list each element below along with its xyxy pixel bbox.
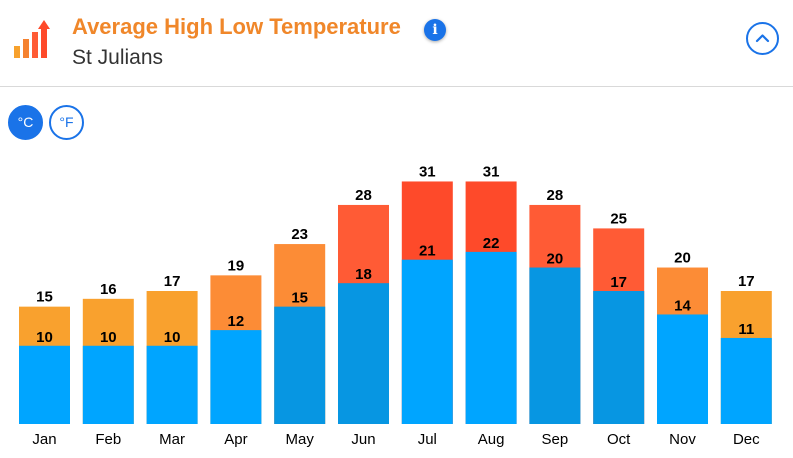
low-value-label: 11 [738,321,754,338]
high-value-label: 20 [674,250,691,267]
fahrenheit-toggle[interactable]: °F [49,105,84,140]
high-value-label: 31 [419,163,436,180]
high-value-label: 15 [36,289,53,306]
month-tick-label: Oct [607,431,631,448]
low-bar [146,345,198,424]
month-tick-label: Jul [418,431,437,448]
low-bar [19,345,70,424]
high-value-label: 16 [100,281,117,298]
low-bar [720,337,772,424]
low-value-label: 10 [164,329,181,346]
temperature-bars-icon [14,20,50,58]
low-bar [657,314,708,424]
high-value-label: 31 [483,163,500,180]
high-value-label: 25 [610,210,627,227]
month-tick-label: Apr [224,431,247,448]
month-tick-label: Jun [351,431,375,448]
low-bar [210,330,262,424]
chevron-up-icon [755,34,770,43]
low-bar [529,267,581,424]
month-tick-label: Dec [733,431,760,448]
chart-header: Average High Low Temperature St Julians … [0,0,793,87]
low-value-label: 15 [291,290,308,307]
low-bar [338,283,389,424]
low-bar [401,259,453,424]
high-value-label: 23 [291,226,308,243]
high-value-label: 19 [228,257,245,274]
month-tick-label: Nov [669,431,696,448]
low-value-label: 14 [674,297,691,314]
low-value-label: 18 [355,266,372,283]
low-value-label: 17 [610,274,627,291]
low-bar [465,251,517,424]
high-value-label: 17 [164,273,181,290]
month-tick-label: May [286,431,315,448]
collapse-button[interactable] [746,22,779,55]
location-subtitle: St Julians [72,46,164,69]
month-tick-label: Feb [95,431,121,448]
temperature-chart: 15 10 Jan 16 10 Feb 17 10 Mar 19 12 Apr 23 15 May 28 18 J… [19,163,772,448]
month-tick-label: Jan [32,431,56,448]
high-value-label: 28 [547,187,564,204]
low-value-label: 10 [100,329,117,346]
low-value-label: 22 [483,235,500,252]
celsius-toggle[interactable]: °C [8,105,43,140]
low-bar [593,291,645,424]
high-value-label: 17 [738,273,755,290]
low-value-label: 12 [228,313,245,330]
high-value-label: 28 [355,187,372,204]
month-tick-label: Mar [159,431,185,448]
low-value-label: 20 [547,251,564,268]
chart-title: Average High Low Temperature [72,14,401,39]
month-tick-label: Aug [478,431,505,448]
month-tick-label: Sep [542,431,569,448]
low-bar [274,306,326,424]
info-icon[interactable]: i [424,19,446,41]
low-value-label: 10 [36,329,53,346]
low-bar [82,345,134,424]
low-value-label: 21 [419,243,436,260]
